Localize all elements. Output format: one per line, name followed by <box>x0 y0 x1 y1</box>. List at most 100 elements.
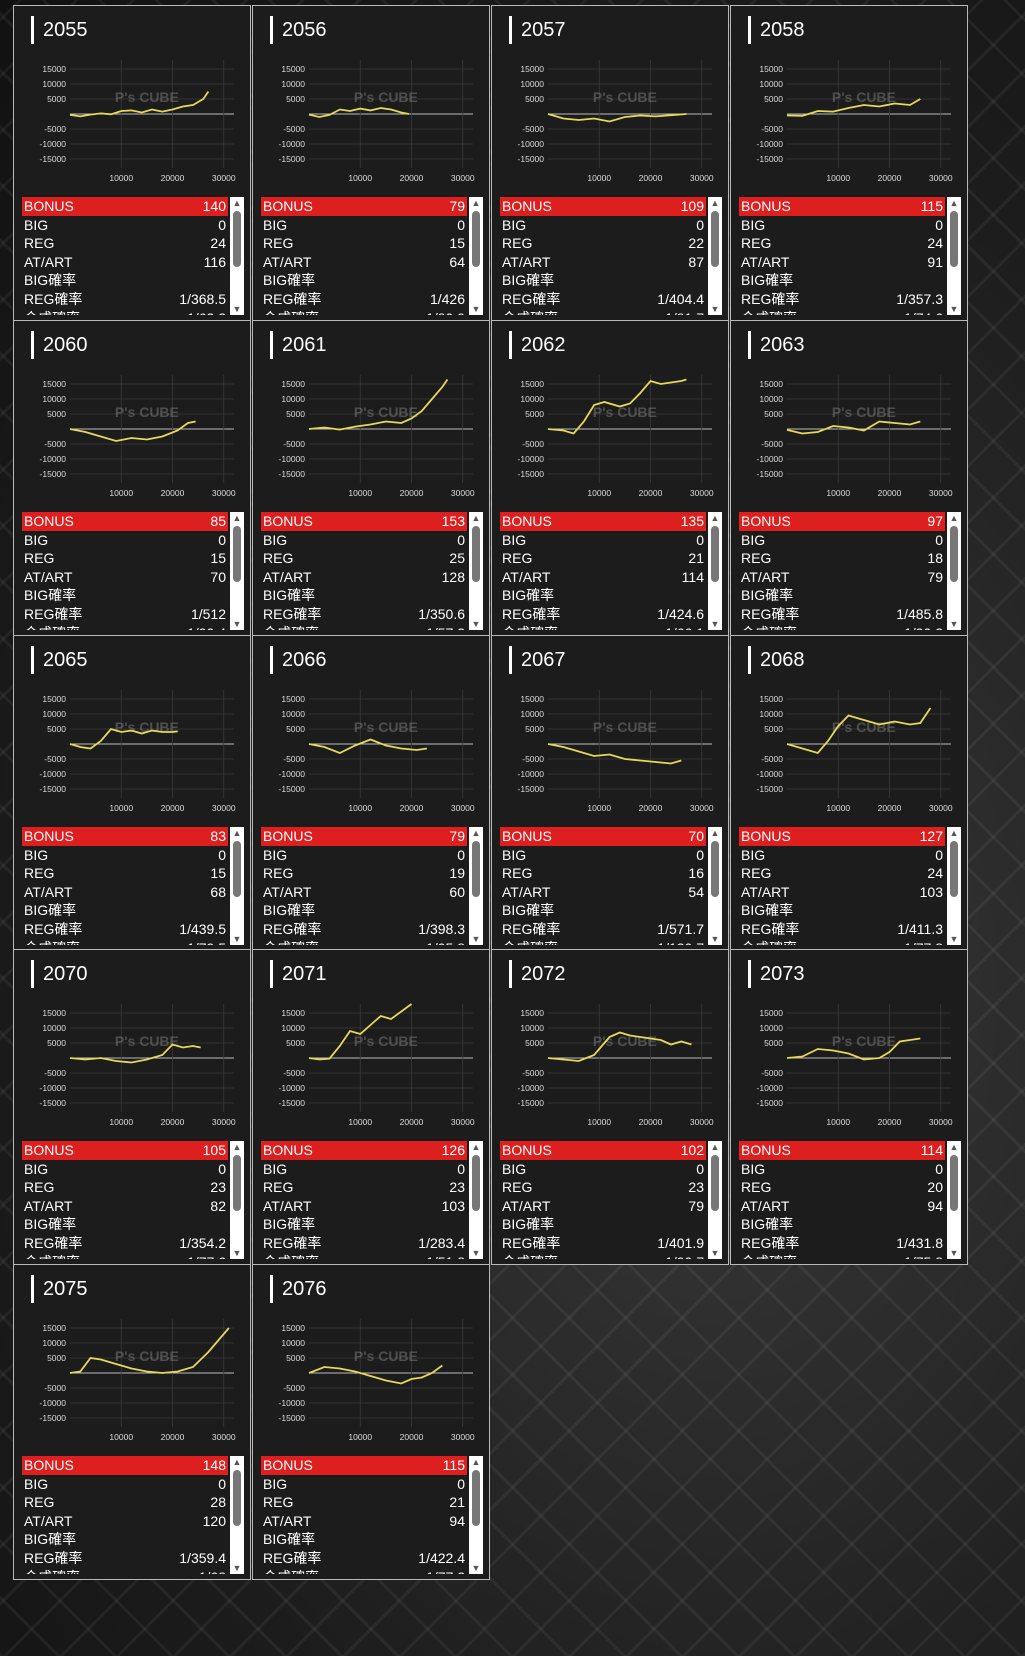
scrollbar[interactable]: ▲ ▼ <box>708 512 722 630</box>
stats-panel[interactable]: BONUS 105 BIG 0 REG 23 AT/ART 82 BIG確率 REG確率 1/354… <box>22 1141 244 1259</box>
scrollbar[interactable]: ▲ ▼ <box>469 197 483 315</box>
scroll-thumb[interactable] <box>233 841 241 897</box>
scroll-up-icon[interactable]: ▲ <box>232 1457 242 1467</box>
machine-card-2061[interactable]: 2061 15000 10000 5000 -5000 -10000 -15000 10000… <box>252 320 490 636</box>
machine-card-2068[interactable]: 2068 15000 10000 5000 -5000 -10000 -15000 10000… <box>730 635 968 951</box>
machine-card-2066[interactable]: 2066 15000 10000 5000 -5000 -10000 -15000 10000… <box>252 635 490 951</box>
stats-panel[interactable]: BONUS 135 BIG 0 REG 21 AT/ART 114 BIG確率 REG確率 1/42… <box>500 512 722 630</box>
stats-panel[interactable]: BONUS 97 BIG 0 REG 18 AT/ART 79 BIG確率 REG確率 1/485.… <box>739 512 961 630</box>
scroll-thumb[interactable] <box>711 211 719 267</box>
scrollbar[interactable]: ▲ ▼ <box>469 827 483 945</box>
scroll-thumb[interactable] <box>233 1155 241 1211</box>
scroll-thumb[interactable] <box>711 841 719 897</box>
stats-panel[interactable]: BONUS 127 BIG 0 REG 24 AT/ART 103 BIG確率 REG確率 1/41… <box>739 827 961 945</box>
machine-card-2058[interactable]: 2058 15000 10000 5000 -5000 -10000 -15000 10000… <box>730 5 968 321</box>
machine-card-2062[interactable]: 2062 15000 10000 5000 -5000 -10000 -15000 10000… <box>491 320 729 636</box>
stats-panel[interactable]: BONUS 114 BIG 0 REG 20 AT/ART 94 BIG確率 REG確率 1/431… <box>739 1141 961 1259</box>
scroll-thumb[interactable] <box>472 526 480 582</box>
scroll-up-icon[interactable]: ▲ <box>232 828 242 838</box>
machine-card-2067[interactable]: 2067 15000 10000 5000 -5000 -10000 -15000 10000… <box>491 635 729 951</box>
scroll-thumb[interactable] <box>950 211 958 267</box>
scroll-thumb[interactable] <box>233 526 241 582</box>
scroll-thumb[interactable] <box>472 841 480 897</box>
stats-panel[interactable]: BONUS 140 BIG 0 REG 24 AT/ART 116 BIG確率 REG確率 1/36… <box>22 197 244 315</box>
machine-card-2071[interactable]: 2071 15000 10000 5000 -5000 -10000 -15000 10000… <box>252 949 490 1265</box>
scroll-up-icon[interactable]: ▲ <box>471 198 481 208</box>
stats-panel[interactable]: BONUS 153 BIG 0 REG 25 AT/ART 128 BIG確率 REG確率 1/35… <box>261 512 483 630</box>
machine-card-2076[interactable]: 2076 15000 10000 5000 -5000 -10000 -15000 10000… <box>252 1264 490 1580</box>
scrollbar[interactable]: ▲ ▼ <box>230 512 244 630</box>
machine-card-2065[interactable]: 2065 15000 10000 5000 -5000 -10000 -15000 10000… <box>13 635 251 951</box>
scroll-thumb[interactable] <box>711 1155 719 1211</box>
scroll-up-icon[interactable]: ▲ <box>710 513 720 523</box>
scroll-up-icon[interactable]: ▲ <box>232 513 242 523</box>
scroll-thumb[interactable] <box>711 526 719 582</box>
machine-card-2056[interactable]: 2056 15000 10000 5000 -5000 -10000 -15000 10000… <box>252 5 490 321</box>
scroll-up-icon[interactable]: ▲ <box>710 198 720 208</box>
stats-panel[interactable]: BONUS 79 BIG 0 REG 19 AT/ART 60 BIG確率 REG確率 1/398.… <box>261 827 483 945</box>
machine-card-2055[interactable]: 2055 15000 10000 5000 -5000 -10000 -15000 10000… <box>13 5 251 321</box>
scrollbar[interactable]: ▲ ▼ <box>947 197 961 315</box>
machine-card-2073[interactable]: 2073 15000 10000 5000 -5000 -10000 -15000 10000… <box>730 949 968 1265</box>
machine-card-2070[interactable]: 2070 15000 10000 5000 -5000 -10000 -15000 10000… <box>13 949 251 1265</box>
machine-card-2072[interactable]: 2072 15000 10000 5000 -5000 -10000 -15000 10000… <box>491 949 729 1265</box>
scroll-up-icon[interactable]: ▲ <box>710 1142 720 1152</box>
scroll-up-icon[interactable]: ▲ <box>471 828 481 838</box>
scroll-down-icon[interactable]: ▼ <box>232 619 242 629</box>
stats-panel[interactable]: BONUS 115 BIG 0 REG 21 AT/ART 94 BIG確率 REG確率 1/422… <box>261 1456 483 1574</box>
machine-card-2075[interactable]: 2075 15000 10000 5000 -5000 -10000 -15000 10000… <box>13 1264 251 1580</box>
scroll-down-icon[interactable]: ▼ <box>471 934 481 944</box>
stats-panel[interactable]: BONUS 109 BIG 0 REG 22 AT/ART 87 BIG確率 REG確率 1/404… <box>500 197 722 315</box>
scroll-down-icon[interactable]: ▼ <box>949 304 959 314</box>
scroll-thumb[interactable] <box>472 211 480 267</box>
scroll-down-icon[interactable]: ▼ <box>232 1563 242 1573</box>
stats-panel[interactable]: BONUS 83 BIG 0 REG 15 AT/ART 68 BIG確率 REG確率 1/439.… <box>22 827 244 945</box>
scroll-thumb[interactable] <box>472 1470 480 1526</box>
scrollbar[interactable]: ▲ ▼ <box>230 1141 244 1259</box>
scroll-down-icon[interactable]: ▼ <box>710 619 720 629</box>
scroll-down-icon[interactable]: ▼ <box>471 1248 481 1258</box>
scroll-up-icon[interactable]: ▲ <box>710 828 720 838</box>
scroll-up-icon[interactable]: ▲ <box>949 513 959 523</box>
scroll-up-icon[interactable]: ▲ <box>232 198 242 208</box>
scroll-down-icon[interactable]: ▼ <box>710 934 720 944</box>
scrollbar[interactable]: ▲ ▼ <box>230 827 244 945</box>
scroll-up-icon[interactable]: ▲ <box>949 828 959 838</box>
scroll-down-icon[interactable]: ▼ <box>949 934 959 944</box>
stats-panel[interactable]: BONUS 115 BIG 0 REG 24 AT/ART 91 BIG確率 REG確率 1/357… <box>739 197 961 315</box>
scrollbar[interactable]: ▲ ▼ <box>230 197 244 315</box>
scroll-down-icon[interactable]: ▼ <box>471 619 481 629</box>
machine-card-2063[interactable]: 2063 15000 10000 5000 -5000 -10000 -15000 10000… <box>730 320 968 636</box>
stats-panel[interactable]: BONUS 102 BIG 0 REG 23 AT/ART 79 BIG確率 REG確率 1/401… <box>500 1141 722 1259</box>
scrollbar[interactable]: ▲ ▼ <box>708 1141 722 1259</box>
stats-panel[interactable]: BONUS 148 BIG 0 REG 28 AT/ART 120 BIG確率 REG確率 1/35… <box>22 1456 244 1574</box>
scrollbar[interactable]: ▲ ▼ <box>230 1456 244 1574</box>
scroll-down-icon[interactable]: ▼ <box>232 934 242 944</box>
scrollbar[interactable]: ▲ ▼ <box>947 1141 961 1259</box>
scroll-down-icon[interactable]: ▼ <box>949 1248 959 1258</box>
scroll-up-icon[interactable]: ▲ <box>471 513 481 523</box>
scrollbar[interactable]: ▲ ▼ <box>469 512 483 630</box>
scroll-thumb[interactable] <box>233 1470 241 1526</box>
scroll-down-icon[interactable]: ▼ <box>710 1248 720 1258</box>
scroll-up-icon[interactable]: ▲ <box>232 1142 242 1152</box>
scroll-thumb[interactable] <box>950 841 958 897</box>
scrollbar[interactable]: ▲ ▼ <box>947 827 961 945</box>
stats-panel[interactable]: BONUS 126 BIG 0 REG 23 AT/ART 103 BIG確率 REG確率 1/28… <box>261 1141 483 1259</box>
scroll-thumb[interactable] <box>950 1155 958 1211</box>
scroll-down-icon[interactable]: ▼ <box>232 304 242 314</box>
stats-panel[interactable]: BONUS 70 BIG 0 REG 16 AT/ART 54 BIG確率 REG確率 1/571.… <box>500 827 722 945</box>
machine-card-2060[interactable]: 2060 15000 10000 5000 -5000 -10000 -15000 10000… <box>13 320 251 636</box>
scroll-down-icon[interactable]: ▼ <box>471 1563 481 1573</box>
scrollbar[interactable]: ▲ ▼ <box>708 197 722 315</box>
scrollbar[interactable]: ▲ ▼ <box>947 512 961 630</box>
scroll-down-icon[interactable]: ▼ <box>949 619 959 629</box>
scrollbar[interactable]: ▲ ▼ <box>708 827 722 945</box>
scroll-thumb[interactable] <box>472 1155 480 1211</box>
scroll-down-icon[interactable]: ▼ <box>710 304 720 314</box>
scroll-thumb[interactable] <box>950 526 958 582</box>
scrollbar[interactable]: ▲ ▼ <box>469 1456 483 1574</box>
scroll-up-icon[interactable]: ▲ <box>949 198 959 208</box>
